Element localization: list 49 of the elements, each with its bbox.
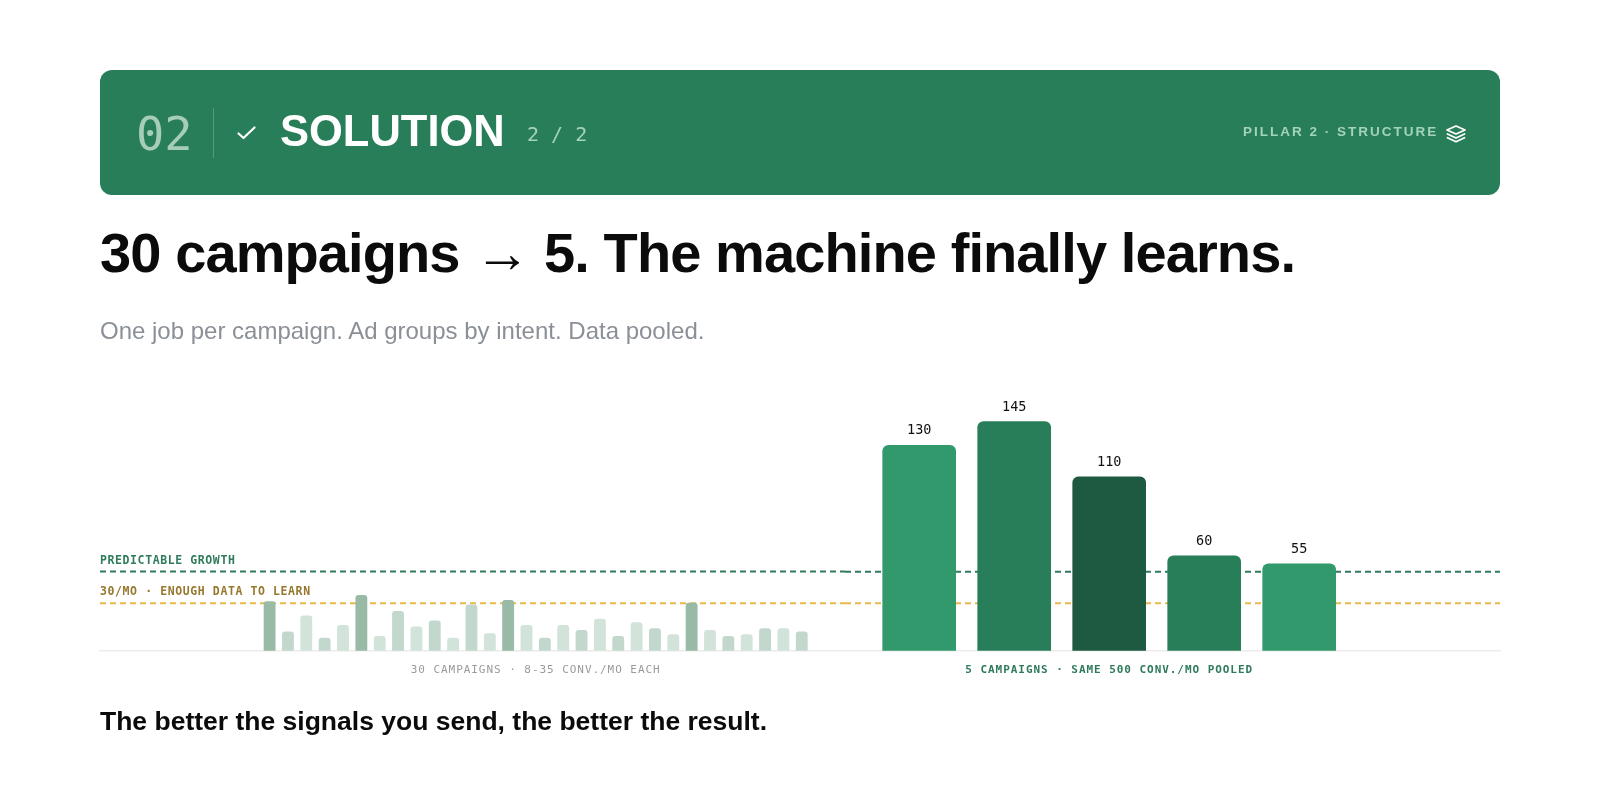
bar	[538, 637, 551, 651]
data-label: 110	[1097, 452, 1122, 469]
bar	[410, 626, 423, 651]
bar	[337, 624, 349, 651]
chart-subtitle: One job per campaign. Ad groups by intent. Data pooled.	[100, 316, 705, 344]
bar	[282, 631, 294, 651]
bar	[392, 611, 404, 651]
ref-line-label: 30/MO · ENOUGH DATA TO LEARN	[100, 584, 311, 599]
bar	[520, 624, 533, 651]
chart-title: 30 campaigns → 5. The machine finally learns.	[100, 220, 1296, 284]
bar	[318, 637, 331, 651]
bar	[740, 634, 753, 651]
bar	[1072, 476, 1147, 651]
bar	[777, 628, 790, 651]
text: PILLAR 2 · STRUCTURE	[1243, 124, 1439, 140]
bar	[502, 600, 515, 651]
bar	[483, 633, 496, 651]
bar	[575, 629, 588, 651]
data-label: 60	[1196, 531, 1213, 548]
bar	[722, 635, 735, 651]
ref-line-label: PREDICTABLE GROWTH	[100, 552, 236, 567]
bar	[612, 635, 625, 651]
text: The better the signals you send, the better the result.	[100, 706, 768, 736]
bar	[795, 631, 808, 651]
bar	[667, 634, 680, 651]
bar	[1262, 563, 1337, 651]
bar	[428, 620, 441, 651]
bar	[759, 628, 771, 651]
bar	[649, 628, 661, 651]
bar	[447, 637, 460, 651]
text: 2 / 2	[527, 121, 588, 146]
bar	[704, 629, 716, 651]
data-label: 145	[1002, 397, 1027, 414]
data-label: 130	[907, 421, 932, 438]
bar	[355, 595, 368, 651]
bar	[300, 615, 313, 651]
bar	[465, 604, 478, 651]
bar	[373, 635, 386, 651]
x-axis-title: 5 CAMPAIGNS · SAME 500 CONV./MO POOLED	[965, 663, 1254, 676]
bar	[593, 618, 606, 651]
x-axis-title: 30 CAMPAIGNS · 8-35 CONV./MO EACH	[410, 663, 661, 676]
text: 02	[136, 106, 193, 161]
bar	[263, 601, 276, 651]
bar	[685, 602, 698, 651]
text: SOLUTION	[280, 107, 505, 155]
bar	[557, 624, 570, 651]
bar	[882, 444, 957, 651]
bar	[630, 622, 643, 651]
data-label: 55	[1291, 539, 1308, 556]
